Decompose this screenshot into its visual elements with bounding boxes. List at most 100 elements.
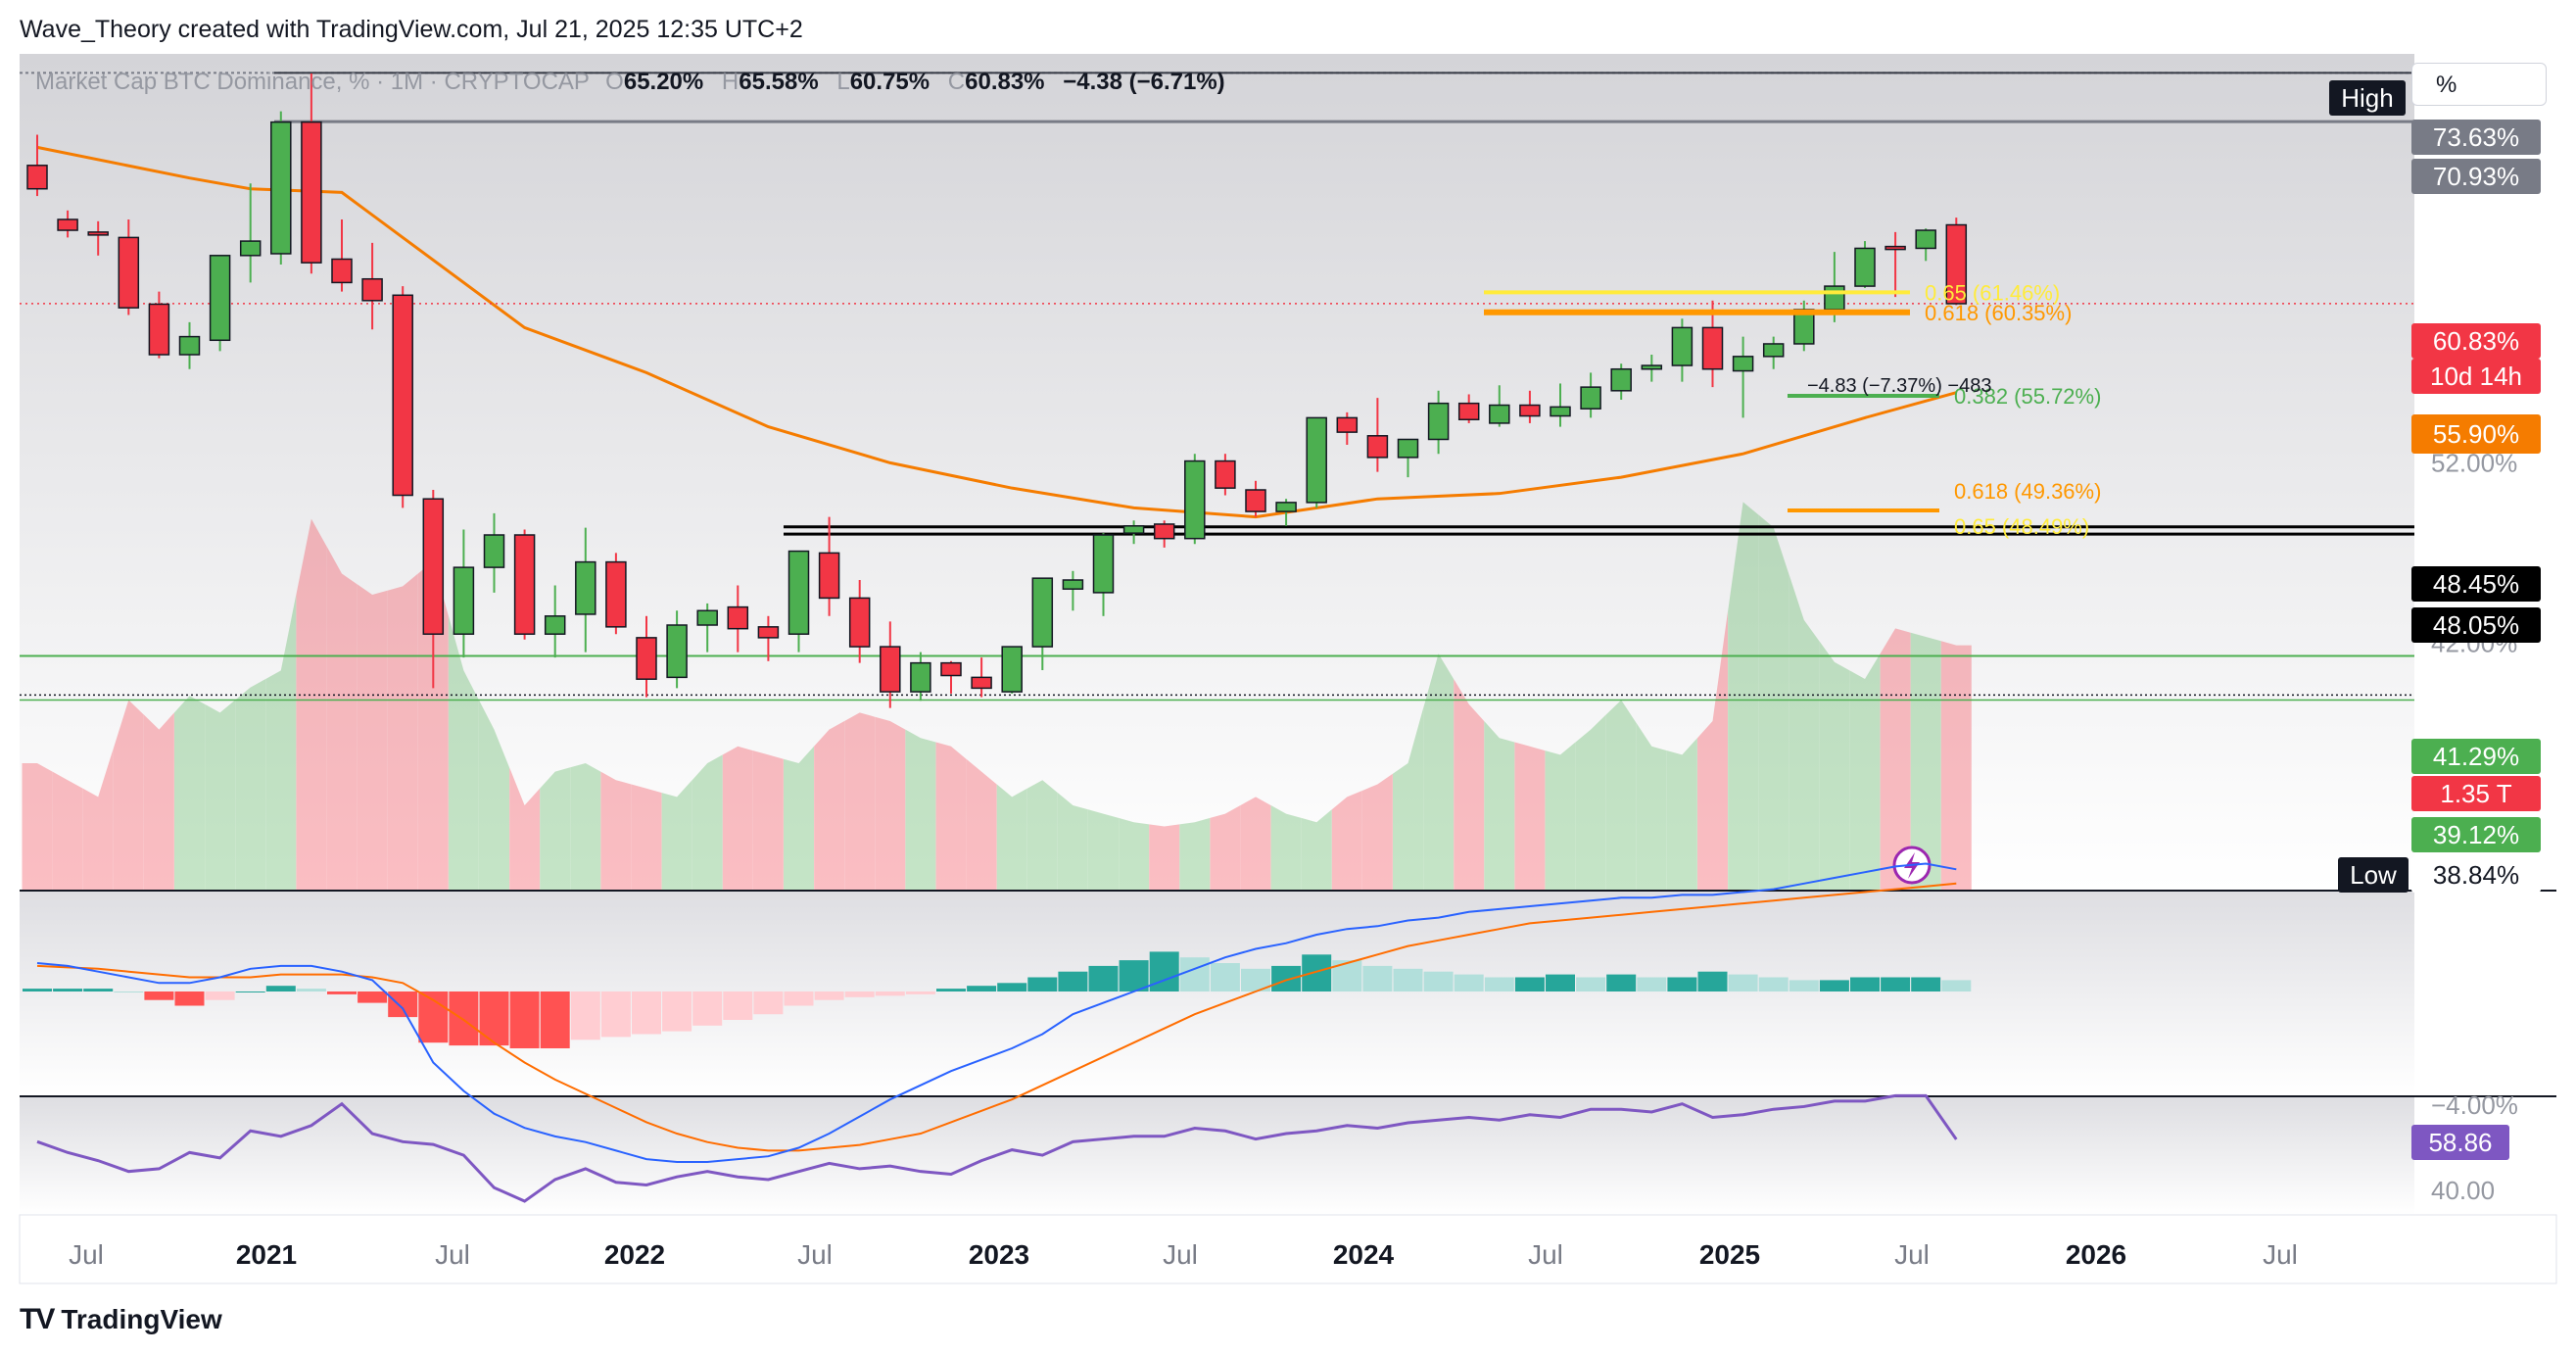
candle-body	[1336, 416, 1359, 433]
volume-area	[1393, 708, 1423, 890]
macd-histogram-bar	[23, 989, 52, 991]
price-tag-text: 1.35 T	[2440, 779, 2511, 808]
candle-body	[636, 637, 657, 680]
volume-area	[905, 729, 936, 890]
candle-body	[483, 534, 505, 568]
price-tag-text: Low	[2350, 860, 2397, 890]
macd-histogram-bar	[1241, 968, 1270, 991]
fib-label: 0.65 (61.46%)	[1925, 280, 2060, 305]
candle	[87, 220, 109, 256]
candle	[880, 621, 901, 708]
volume-area	[661, 780, 692, 890]
volume-area	[935, 742, 967, 890]
candle	[483, 512, 505, 593]
volume-area	[1514, 742, 1546, 890]
volume-area	[509, 767, 541, 890]
symbol-legend: Market Cap BTC Dominance, % · 1M · CRYPT…	[35, 69, 1227, 96]
fib-label: 0.618 (49.36%)	[1954, 479, 2101, 504]
candle-body	[605, 560, 627, 628]
volume-area	[1361, 773, 1393, 890]
time-axis-label: 2026	[2066, 1239, 2126, 1270]
price-tag-bg	[2411, 414, 2541, 454]
volume-area	[875, 716, 906, 890]
candle	[1945, 218, 1968, 306]
macd-histogram-bar	[1058, 971, 1088, 991]
rsi-value-tag: 58.86	[2411, 1125, 2509, 1160]
price-tag: 38.84%	[2411, 857, 2541, 893]
volume-area	[296, 518, 327, 890]
candle	[1457, 394, 1480, 423]
volume-area	[205, 700, 236, 890]
candle	[1732, 336, 1754, 418]
price-tag: 39.12%	[2411, 817, 2541, 852]
volume-area	[448, 615, 479, 890]
candle	[696, 603, 718, 653]
macd-histogram-bar	[1514, 977, 1545, 991]
candle	[818, 516, 840, 616]
price-tag-text: 41.29%	[2433, 742, 2519, 771]
candle	[148, 291, 170, 359]
candle	[118, 219, 140, 315]
price-tag-text: High	[2341, 83, 2393, 113]
macd-histogram-bar	[784, 991, 814, 1006]
macd-histogram-bar	[53, 989, 83, 991]
candle	[757, 615, 780, 661]
macd-histogram-bar	[1546, 974, 1575, 991]
macd-histogram-bar	[1819, 980, 1849, 991]
candle	[178, 321, 201, 369]
volume-area	[1880, 628, 1911, 890]
candle-body	[331, 258, 353, 284]
candle	[1550, 383, 1571, 427]
price-tag-bg	[2411, 359, 2541, 394]
price-tag-bg	[2411, 323, 2541, 359]
tradingview-brand[interactable]: TV TradingView	[20, 1303, 222, 1336]
candle-body	[940, 661, 962, 677]
candle-body	[1824, 285, 1845, 311]
macd-histogram-bar	[296, 989, 326, 991]
macd-histogram-bar	[632, 991, 661, 1035]
candle-body	[1031, 577, 1054, 648]
volume-area	[722, 746, 753, 890]
price-tag: High	[2329, 80, 2406, 116]
candle	[1762, 336, 1785, 369]
volume-area	[966, 758, 997, 890]
time-axis-label: 2023	[969, 1239, 1029, 1270]
rsi-pane	[36, 1093, 1958, 1203]
macd-histogram-bar	[388, 991, 418, 1018]
legend-symbol[interactable]: Market Cap BTC Dominance, % · 1M · CRYPT…	[35, 69, 590, 95]
price-tag: Low	[2338, 857, 2409, 893]
ema-line	[36, 145, 1957, 519]
candle	[1610, 363, 1632, 400]
price-tag-bg	[2411, 159, 2541, 194]
time-axis-label: 2024	[1333, 1239, 1395, 1270]
candle	[57, 210, 78, 238]
macd-histogram-bar	[1119, 960, 1149, 991]
candle-body	[1884, 245, 1906, 251]
volume-area	[1636, 723, 1667, 890]
macd-histogram-bar	[936, 989, 966, 991]
price-tag: 48.45%	[2411, 566, 2541, 602]
macd-histogram-bar	[235, 991, 265, 992]
volume-area	[235, 679, 266, 890]
candle-body	[1306, 416, 1327, 504]
percent-scale-toggle[interactable]: %	[2411, 63, 2547, 106]
candle	[1854, 241, 1876, 288]
time-axis-bg	[19, 1214, 2557, 1284]
candle	[1915, 228, 1936, 262]
volume-area	[326, 546, 358, 890]
volume-area	[540, 767, 571, 890]
volume-area	[387, 573, 418, 890]
volume-area	[1484, 721, 1515, 890]
macd-histogram-bar	[967, 986, 997, 991]
candle-body	[118, 236, 140, 309]
candle-body	[1732, 356, 1754, 372]
volume-area	[52, 771, 83, 890]
volume-series	[22, 502, 1972, 890]
volume-area	[143, 712, 174, 890]
price-tag: 48.05%	[2411, 607, 2541, 643]
macd-histogram-bar	[814, 991, 844, 1000]
candle-body	[422, 498, 445, 635]
time-axis-label: 2021	[236, 1239, 297, 1270]
candle	[270, 111, 292, 265]
